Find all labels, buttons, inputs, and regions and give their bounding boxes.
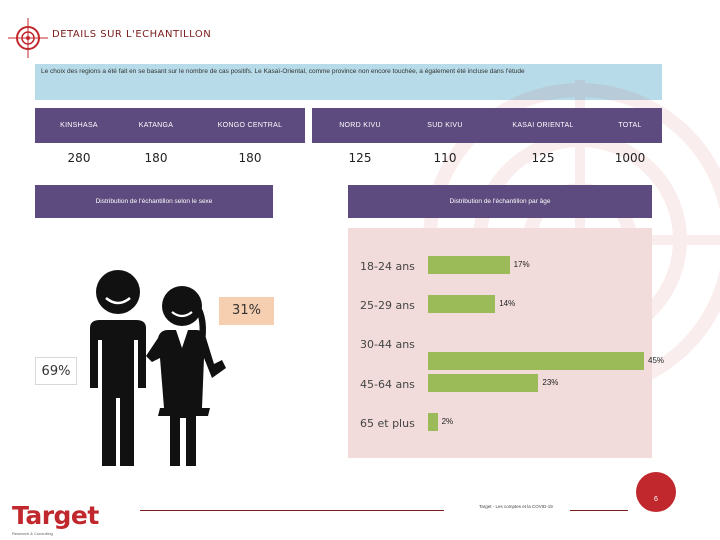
age-row: 30-44 ans 45% <box>348 334 664 370</box>
region-value: 180 <box>144 151 168 165</box>
age-value-label: 23% <box>542 378 559 387</box>
region-value: 110 <box>433 151 457 165</box>
age-category-label: 45-64 ans <box>360 378 415 391</box>
region-name: TOTAL <box>598 108 662 143</box>
target-logo-icon <box>8 18 48 58</box>
region-value: 180 <box>238 151 262 165</box>
age-category-label: 65 et plus <box>360 417 415 430</box>
region-name: KASAI ORIENTAL <box>482 108 604 143</box>
man-woman-icon <box>90 270 226 466</box>
intro-text: Le choix des regions a été fait en se ba… <box>35 64 662 100</box>
male-percentage: 69% <box>35 357 77 385</box>
age-bar <box>428 374 539 392</box>
gender-section-header: Distribution de l'échantillon selon le s… <box>35 185 273 218</box>
footer-divider-right <box>570 510 628 511</box>
footer-text: Target - Les comptes et la COVID-19 <box>479 504 553 509</box>
age-bar <box>428 413 438 431</box>
region-sud-kivu: SUD KIVU 110 <box>402 108 488 165</box>
region-name: SUD KIVU <box>402 108 488 143</box>
region-kinshasa: KINSHASA 280 <box>35 108 123 165</box>
age-bar <box>428 256 510 274</box>
age-bar <box>428 352 644 370</box>
age-chart: 18-24 ans 17% 25-29 ans 14% 30-44 ans 45… <box>348 228 664 458</box>
region-name: KONGO CENTRAL <box>195 108 305 143</box>
age-row: 65 et plus 2% <box>348 413 652 437</box>
region-kasai-oriental: KASAI ORIENTAL 125 <box>482 108 604 165</box>
region-value: 280 <box>67 151 91 165</box>
age-bar <box>428 295 496 313</box>
age-value-label: 17% <box>513 260 530 269</box>
region-katanga: KATANGA 180 <box>110 108 202 165</box>
age-row: 45-64 ans 23% <box>348 374 652 398</box>
region-name: NORD KIVU <box>312 108 408 143</box>
region-total: TOTAL 1000 <box>598 108 662 165</box>
age-row: 25-29 ans 14% <box>348 295 652 319</box>
brand-logo: Target <box>12 501 99 530</box>
region-value: 1000 <box>614 151 646 165</box>
age-value-label: 45% <box>648 356 665 365</box>
region-name: KINSHASA <box>35 108 123 143</box>
female-percentage: 31% <box>219 297 274 325</box>
region-kongo-central: KONGO CENTRAL 180 <box>195 108 305 165</box>
brand-tagline: Research & Consulting <box>12 531 53 536</box>
age-category-label: 25-29 ans <box>360 299 415 312</box>
region-nord-kivu: NORD KIVU 125 <box>312 108 408 165</box>
age-value-label: 14% <box>499 299 516 308</box>
region-value: 125 <box>348 151 372 165</box>
age-row: 18-24 ans 17% <box>348 256 652 280</box>
age-category-label: 30-44 ans <box>360 338 415 351</box>
region-value: 125 <box>531 151 555 165</box>
age-section-header: Distribution de l'échantillon par âge <box>348 185 652 218</box>
page-number: 6 <box>636 472 676 512</box>
age-value-label: 2% <box>441 417 454 426</box>
page-title: DETAILS SUR L'ECHANTILLON <box>52 29 212 40</box>
footer-divider-left <box>140 510 444 511</box>
regions-table: KINSHASA 280 KATANGA 180 KONGO CENTRAL 1… <box>0 108 720 168</box>
region-name: KATANGA <box>110 108 202 143</box>
age-category-label: 18-24 ans <box>360 260 415 273</box>
